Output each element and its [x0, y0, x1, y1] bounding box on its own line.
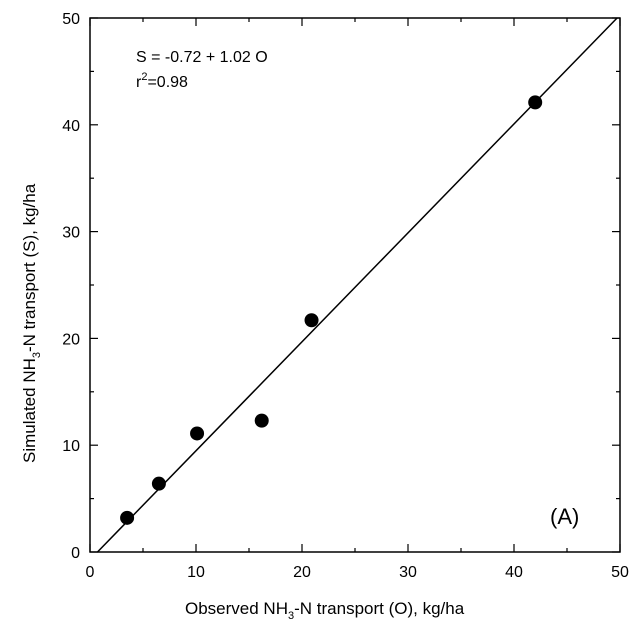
x-axis-title: Observed NH3-N transport (O), kg/ha: [185, 599, 465, 622]
y-title-subscript: 3: [31, 352, 43, 358]
x-tick-label: 0: [86, 564, 95, 581]
x-tick-label: 20: [293, 564, 311, 581]
y-tick-label: 50: [62, 11, 80, 28]
y-tick-label: 30: [62, 225, 80, 242]
y-title-pre: Simulated NH: [20, 358, 39, 463]
x-title-post: -N transport (O), kg/ha: [294, 599, 465, 618]
data-point: [120, 510, 135, 525]
panel-label: (A): [550, 504, 579, 529]
r-squared-label: r2=0.98: [136, 71, 188, 91]
r2-value: =0.98: [147, 74, 188, 91]
y-tick-label: 20: [62, 331, 80, 348]
y-tick-label: 10: [62, 438, 80, 455]
x-title-pre: Observed NH: [185, 599, 288, 618]
x-title-subscript: 3: [288, 610, 294, 622]
y-axis-title: Simulated NH3-N transport (S), kg/ha: [20, 183, 43, 463]
data-points: [120, 95, 543, 525]
data-point: [304, 313, 319, 328]
data-point: [528, 95, 543, 110]
y-title-post: -N transport (S), kg/ha: [20, 183, 39, 352]
axis-ticks: [89, 17, 621, 553]
regression-equation: S = -0.72 + 1.02 O: [136, 49, 268, 66]
x-tick-label: 50: [611, 564, 629, 581]
r2-superscript: 2: [141, 71, 147, 83]
y-tick-labels: 0 10 20 30 40 50: [62, 11, 80, 562]
y-tick-label: 40: [62, 118, 80, 135]
y-tick-label: 0: [71, 545, 80, 562]
data-point: [254, 413, 269, 428]
x-tick-label: 10: [187, 564, 205, 581]
x-tick-label: 30: [399, 564, 417, 581]
data-point: [151, 476, 166, 491]
x-tick-labels: 0 10 20 30 40 50: [86, 564, 629, 581]
x-tick-label: 40: [505, 564, 523, 581]
data-point: [190, 426, 205, 441]
r2-prefix: r: [136, 74, 142, 91]
